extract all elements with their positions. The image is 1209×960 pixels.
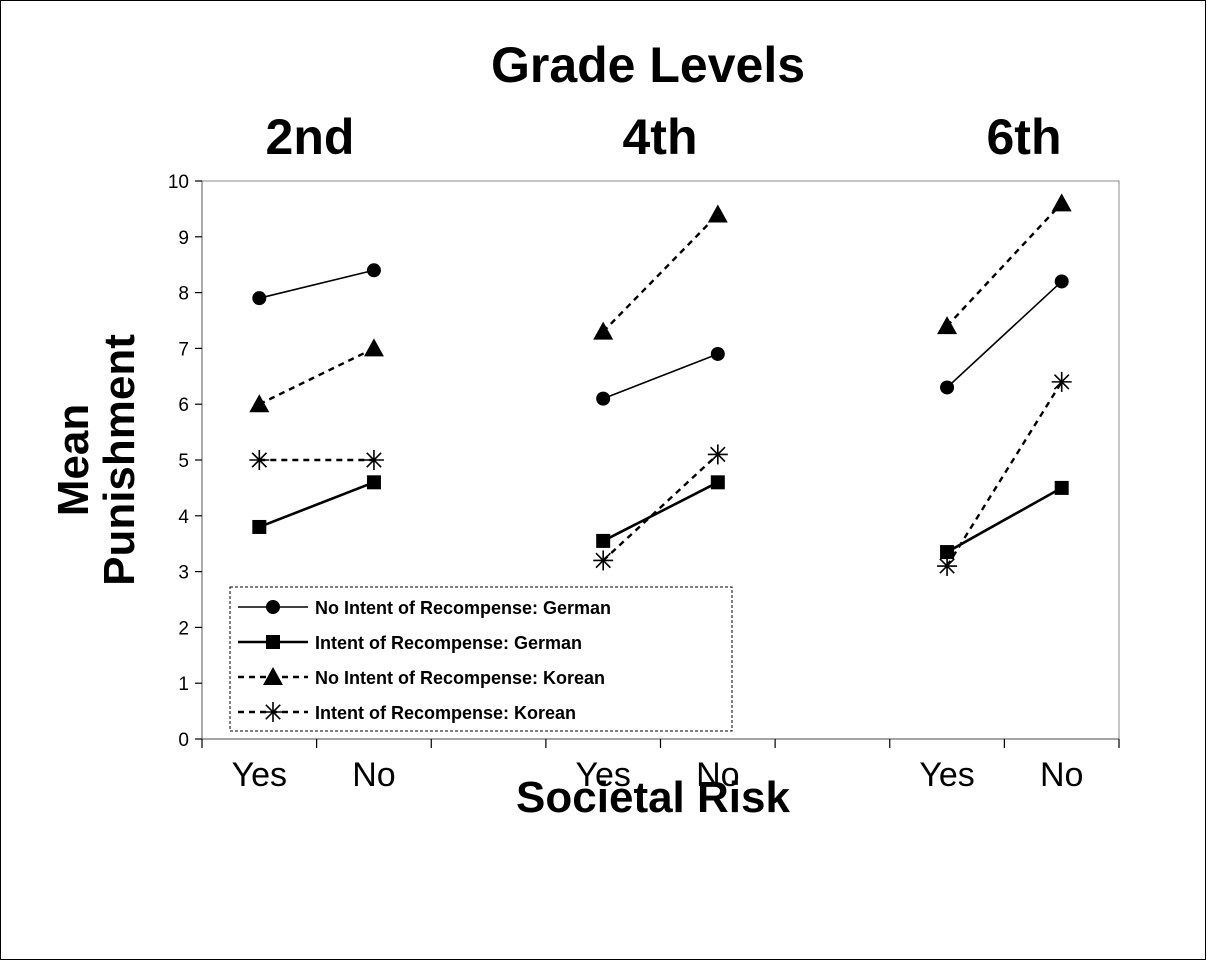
group-label-6th: 6th	[987, 109, 1062, 165]
x-tick-label: Yes	[919, 756, 974, 794]
data-point	[249, 394, 270, 413]
legend-item: Intent of Recompense: Korean	[238, 702, 576, 723]
series-line-segment	[602, 213, 719, 333]
legend-label: Intent of Recompense: Korean	[315, 703, 576, 723]
data-point	[593, 550, 614, 571]
y-tick-label: 7	[178, 339, 189, 360]
x-tick-label: No	[1040, 756, 1083, 794]
y-axis-label-line2: Punishment	[95, 334, 144, 586]
data-point	[363, 450, 384, 470]
series-line-segment	[258, 347, 375, 406]
series-1	[252, 263, 1069, 406]
data-point	[1054, 480, 1069, 495]
x-tick-labels: Yes No Yes No Yes No	[232, 756, 1084, 794]
axes: 0 1 2 3 4 5 6 7 8 9 10	[168, 172, 1120, 751]
series-4	[249, 371, 1072, 577]
legend-marker	[266, 600, 280, 614]
series-line-segment	[946, 381, 1063, 567]
y-axis-label-line1: Mean	[49, 404, 98, 516]
series-3	[249, 193, 1072, 413]
legend-box	[229, 586, 733, 732]
legend-label: Intent of Recompense: German	[315, 633, 582, 653]
line-chart: Grade Levels 2nd 4th 6th Mean Punishment…	[49, 37, 1120, 822]
y-tick-label: 10	[168, 172, 189, 193]
series-2	[252, 475, 1069, 560]
legend-item: No Intent of Recompense: Korean	[238, 667, 605, 688]
data-point	[1054, 274, 1069, 289]
legend: No Intent of Recompense: German Intent of…	[229, 586, 733, 732]
plot-area	[249, 193, 1072, 577]
data-point	[710, 475, 725, 490]
data-point	[937, 556, 958, 577]
data-point	[252, 519, 267, 534]
legend-label: No Intent of Recompense: German	[315, 598, 611, 618]
series-line-segment	[259, 269, 375, 299]
data-point	[249, 450, 270, 470]
y-tick-label: 4	[178, 507, 189, 528]
legend-marker	[263, 667, 283, 685]
chart-title: Grade Levels	[491, 37, 805, 93]
series-line-segment	[946, 280, 1063, 389]
series-line-segment	[946, 486, 1063, 554]
legend-marker	[266, 635, 280, 649]
legend-label: No Intent of Recompense: Korean	[315, 668, 605, 688]
data-point	[366, 263, 381, 278]
y-tick-label: 2	[178, 618, 189, 639]
data-point	[252, 291, 267, 306]
data-point	[596, 391, 611, 406]
data-point	[937, 316, 958, 335]
x-tick-label: Yes	[232, 756, 287, 794]
data-point	[707, 204, 728, 223]
data-point	[940, 380, 955, 395]
y-tick-label: 8	[178, 284, 189, 305]
data-point	[710, 346, 725, 361]
data-point	[593, 321, 614, 340]
y-tick-label: 3	[178, 563, 189, 584]
group-label-4th: 4th	[623, 109, 698, 165]
x-tick-label: No	[696, 756, 739, 794]
series-line-segment	[602, 481, 719, 543]
y-tick-label: 0	[178, 730, 189, 751]
data-point	[1051, 193, 1072, 212]
x-tick-label: Yes	[575, 756, 630, 794]
legend-item: No Intent of Recompense: German	[238, 598, 611, 618]
y-tick-label: 1	[178, 674, 189, 695]
data-point	[940, 545, 955, 560]
y-tick-label: 5	[178, 451, 189, 472]
y-tick-label: 9	[178, 228, 189, 249]
data-point	[707, 444, 728, 465]
x-axis-label: Societal Risk	[516, 773, 790, 822]
legend-marker	[263, 702, 283, 722]
y-tick-label: 6	[178, 395, 189, 416]
group-label-2nd: 2nd	[266, 109, 355, 165]
data-point	[1051, 371, 1072, 392]
series-line-segment	[602, 453, 719, 562]
data-point	[363, 338, 384, 357]
series-line-segment	[602, 353, 719, 400]
legend-item: Intent of Recompense: German	[238, 633, 582, 653]
series-line-segment	[946, 202, 1063, 327]
data-point	[366, 475, 381, 490]
series-line-segment	[258, 481, 375, 529]
x-tick-label: No	[352, 756, 395, 794]
data-point	[596, 533, 611, 548]
